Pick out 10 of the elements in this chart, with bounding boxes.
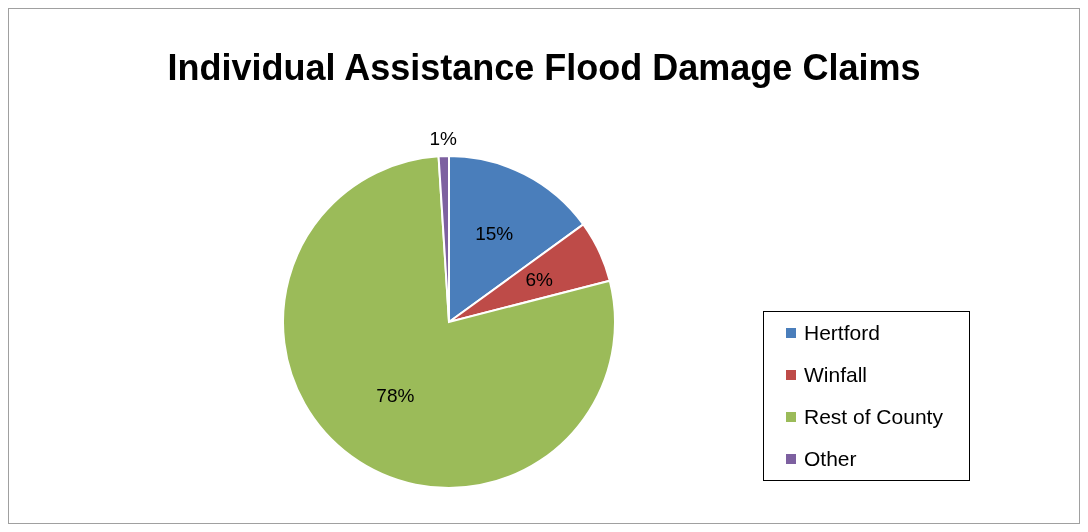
data-label: 1% (429, 127, 458, 149)
legend-label: Rest of County (804, 405, 943, 429)
data-label: 6% (525, 269, 553, 291)
data-label: 78% (376, 385, 415, 407)
pie-slice (282, 155, 616, 489)
chart-title: Individual Assistance Flood Damage Claims (166, 47, 922, 89)
legend-label: Hertford (804, 321, 880, 345)
data-label: 15% (475, 222, 514, 244)
legend-label: Other (804, 447, 857, 471)
legend-label: Winfall (804, 363, 868, 387)
